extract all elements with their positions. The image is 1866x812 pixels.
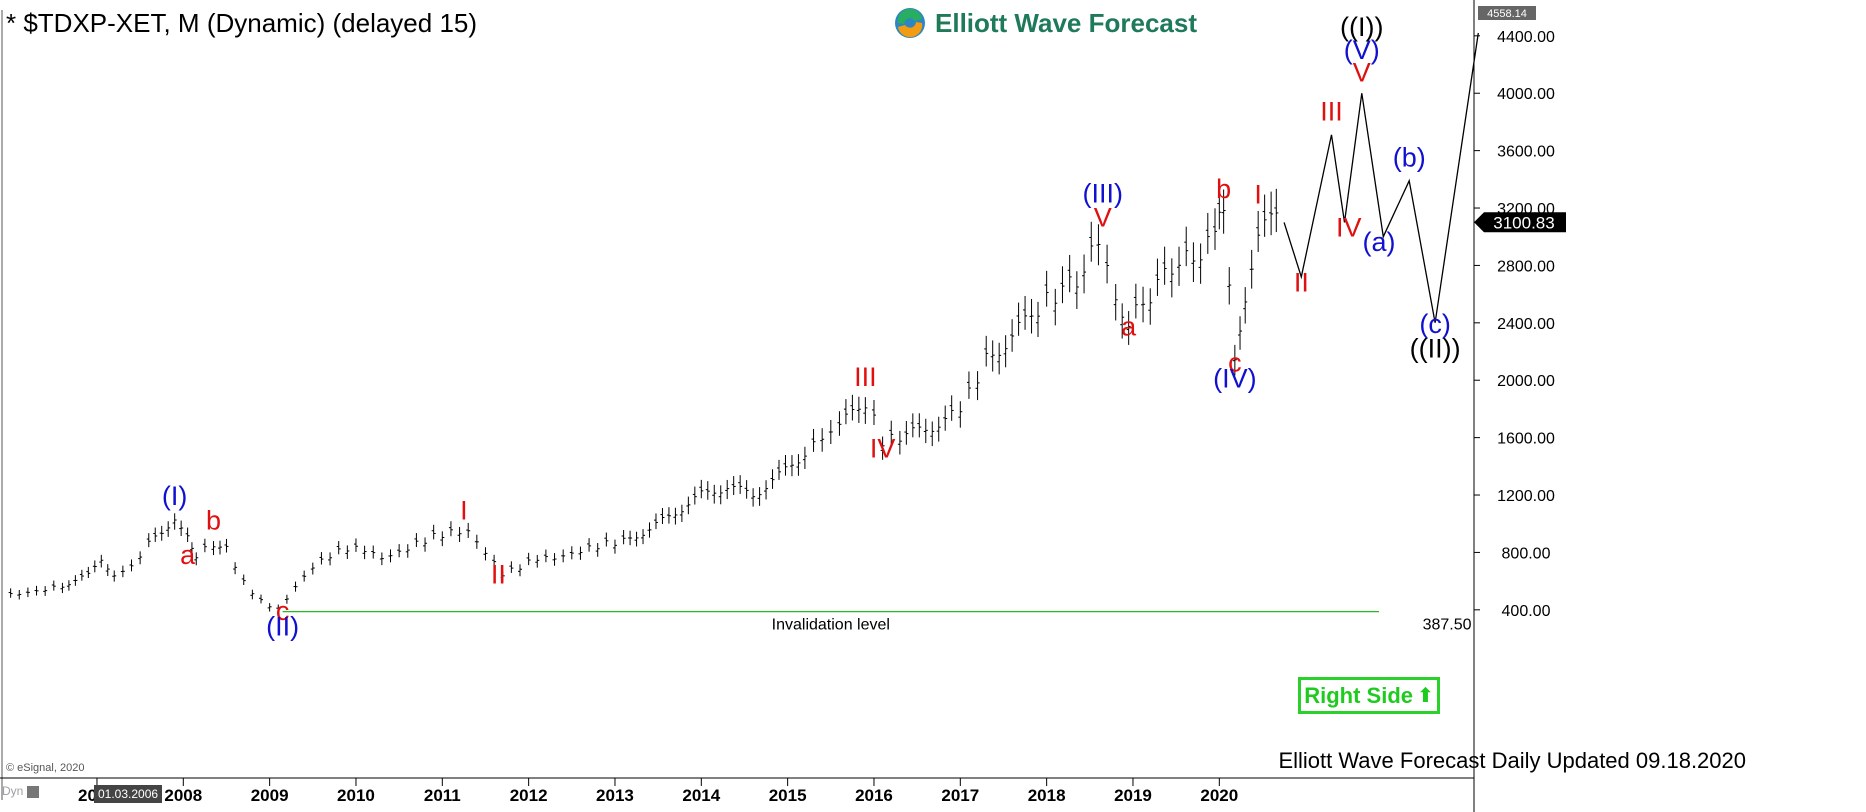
x-tick-label: 2013 bbox=[596, 786, 634, 805]
x-tick-label: 2020 bbox=[1200, 786, 1238, 805]
x-tick-label: 2019 bbox=[1114, 786, 1152, 805]
wave-label: II bbox=[491, 559, 506, 589]
wave-label: III bbox=[854, 362, 877, 392]
brand-logo: Elliott Wave Forecast bbox=[893, 6, 1197, 40]
wave-label: (IV) bbox=[1213, 363, 1257, 393]
x-tick-label: 2017 bbox=[941, 786, 979, 805]
x-tick-label: 2014 bbox=[682, 786, 720, 805]
projection-path bbox=[1283, 32, 1479, 323]
wave-label: (II) bbox=[266, 612, 299, 642]
right-side-badge: Right Side ⬆ bbox=[1298, 677, 1440, 714]
wave-label: a bbox=[180, 540, 196, 570]
wave-label: c bbox=[276, 596, 290, 626]
x-tick-label: 2008 bbox=[164, 786, 202, 805]
update-note: Elliott Wave Forecast Daily Updated 09.1… bbox=[1278, 748, 1746, 773]
wave-label: (III) bbox=[1083, 178, 1124, 208]
wave-label: ((I)) bbox=[1340, 12, 1383, 42]
y-tick-label: 4400.00 bbox=[1497, 29, 1555, 46]
top-value-chip bbox=[1478, 6, 1536, 20]
y-tick-label: 2800.00 bbox=[1497, 258, 1555, 275]
right-side-label: Right Side bbox=[1304, 682, 1413, 708]
wave-label: (V) bbox=[1344, 35, 1380, 65]
x-tick-label: 2011 bbox=[424, 786, 461, 805]
up-arrow-icon: ⬆ bbox=[1417, 685, 1434, 707]
wave-label: b bbox=[1216, 174, 1231, 204]
wave-label: III bbox=[1320, 96, 1343, 126]
y-tick-label: 2400.00 bbox=[1497, 316, 1555, 333]
wave-label: IV bbox=[1336, 213, 1362, 243]
x-tick-label: 2015 bbox=[769, 786, 807, 805]
invalidation-value: 387.50 bbox=[1423, 617, 1472, 634]
y-tick-label: 3600.00 bbox=[1497, 144, 1555, 161]
dyn-label: Dyn bbox=[2, 784, 24, 798]
top-value-label: 4558.14 bbox=[1487, 8, 1527, 20]
wave-label: IV bbox=[870, 434, 896, 464]
brand-logo-icon bbox=[895, 8, 925, 38]
chart-title: * $TDXP-XET, M (Dynamic) (delayed 15) bbox=[6, 8, 478, 38]
wave-label: a bbox=[1121, 312, 1137, 342]
y-tick-label: 1600.00 bbox=[1497, 431, 1555, 448]
y-tick-label: 1200.00 bbox=[1497, 488, 1555, 505]
brand-logo-text: Elliott Wave Forecast bbox=[935, 7, 1197, 38]
wave-label: (a) bbox=[1363, 227, 1396, 257]
wave-label: ((II)) bbox=[1410, 333, 1461, 363]
x-tick-label: 2012 bbox=[510, 786, 548, 805]
wave-label: V bbox=[1094, 203, 1112, 233]
wave-label: (I) bbox=[162, 481, 187, 511]
last-price-label: 3100.83 bbox=[1493, 213, 1554, 232]
y-tick-label: 400.00 bbox=[1502, 603, 1551, 620]
wave-label: II bbox=[1294, 267, 1309, 297]
wave-label: b bbox=[206, 505, 221, 535]
dyn-indicator: Dyn bbox=[2, 784, 40, 798]
wave-label: c bbox=[1228, 348, 1242, 378]
x-tick-label: 2016 bbox=[855, 786, 893, 805]
last-price-chip bbox=[1474, 212, 1566, 233]
cursor-date-chip: 01.03.2006 bbox=[94, 785, 163, 803]
invalidation-label: Invalidation level bbox=[772, 617, 890, 634]
wave-label: I bbox=[460, 495, 468, 525]
wave-label: I bbox=[1254, 180, 1262, 210]
x-tick-label: 2018 bbox=[1028, 786, 1066, 805]
y-tick-label: 4000.00 bbox=[1497, 86, 1555, 103]
y-tick-label: 800.00 bbox=[1502, 545, 1551, 562]
dyn-square-icon bbox=[27, 785, 40, 798]
x-tick-label: 2010 bbox=[337, 786, 375, 805]
y-tick-label: 2000.00 bbox=[1497, 373, 1555, 390]
wave-label: (c) bbox=[1419, 309, 1450, 339]
copyright-text: © eSignal, 2020 bbox=[6, 762, 85, 774]
wave-label: (b) bbox=[1393, 142, 1426, 172]
x-tick-label: 2009 bbox=[251, 786, 289, 805]
wave-label: V bbox=[1353, 58, 1371, 88]
